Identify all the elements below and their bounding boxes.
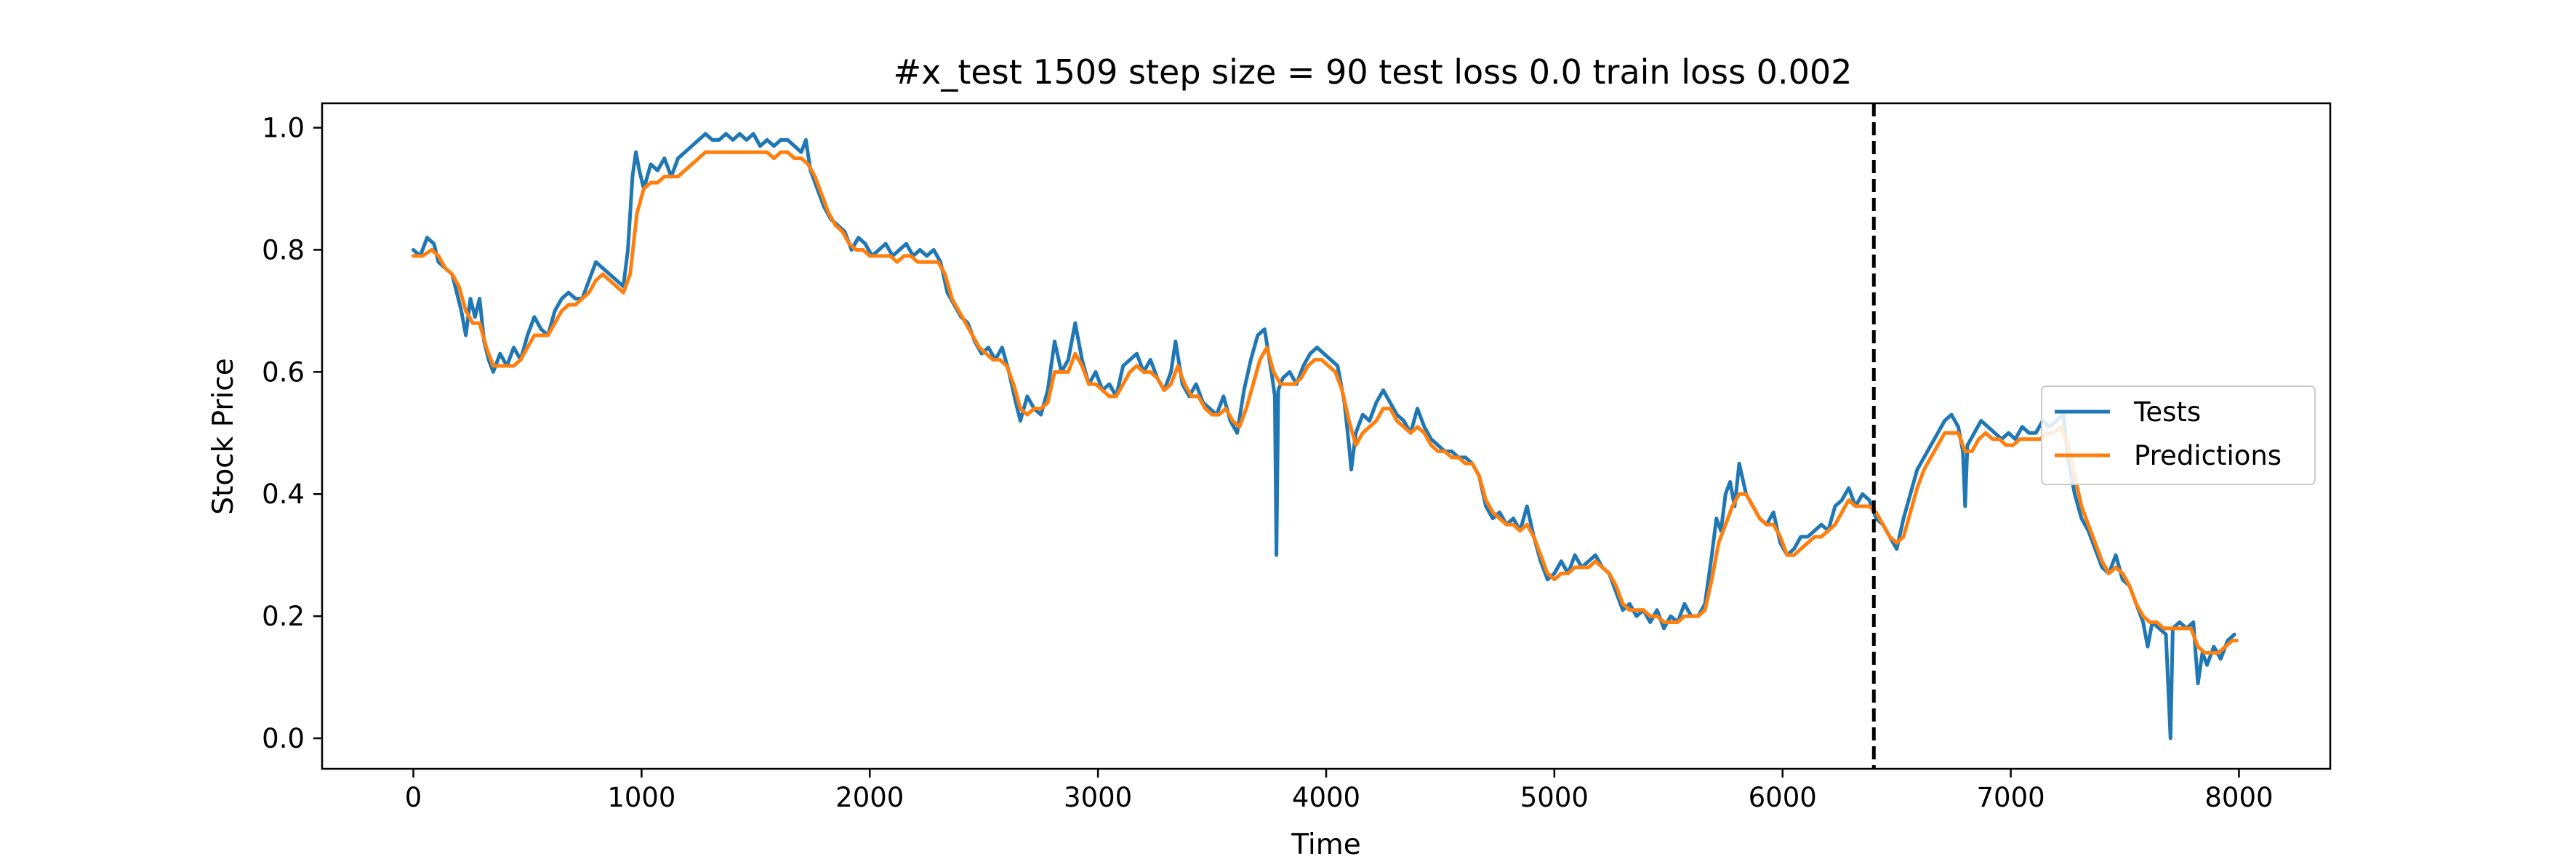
y-axis-label: Stock Price <box>207 358 240 514</box>
x-tick-label: 2000 <box>835 782 904 813</box>
x-tick-label: 6000 <box>1749 782 1817 813</box>
y-tick-label: 0.8 <box>262 234 305 265</box>
x-axis: 0 1000 2000 3000 4000 5000 6000 7000 8000 <box>405 769 2274 813</box>
y-tick-label: 0.4 <box>262 479 305 510</box>
series-layer <box>412 132 2239 740</box>
x-tick-label: 8000 <box>2204 782 2273 813</box>
x-tick-label: 7000 <box>1977 782 2045 813</box>
x-tick-label: 0 <box>405 782 422 813</box>
y-axis: 0.0 0.2 0.4 0.6 0.8 1.0 <box>262 113 322 754</box>
y-tick-label: 1.0 <box>262 113 305 144</box>
y-tick-label: 0.0 <box>262 723 305 754</box>
y-tick-label: 0.2 <box>262 601 305 632</box>
legend: Tests Predictions <box>2041 385 2316 485</box>
x-axis-label: Time <box>1291 828 1360 859</box>
chart-title: #x_test 1509 step size = 90 test loss 0.… <box>894 52 1853 92</box>
legend-label-predictions: Predictions <box>2134 440 2282 471</box>
x-tick-label: 1000 <box>607 782 675 813</box>
x-tick-label: 5000 <box>1520 782 1589 813</box>
series-line-predictions <box>412 150 2239 655</box>
legend-label-tests: Tests <box>2133 396 2201 428</box>
series-line-tests <box>412 132 2236 740</box>
x-tick-label: 3000 <box>1064 782 1132 813</box>
x-tick-label: 4000 <box>1292 782 1360 813</box>
y-tick-label: 0.6 <box>262 356 305 388</box>
